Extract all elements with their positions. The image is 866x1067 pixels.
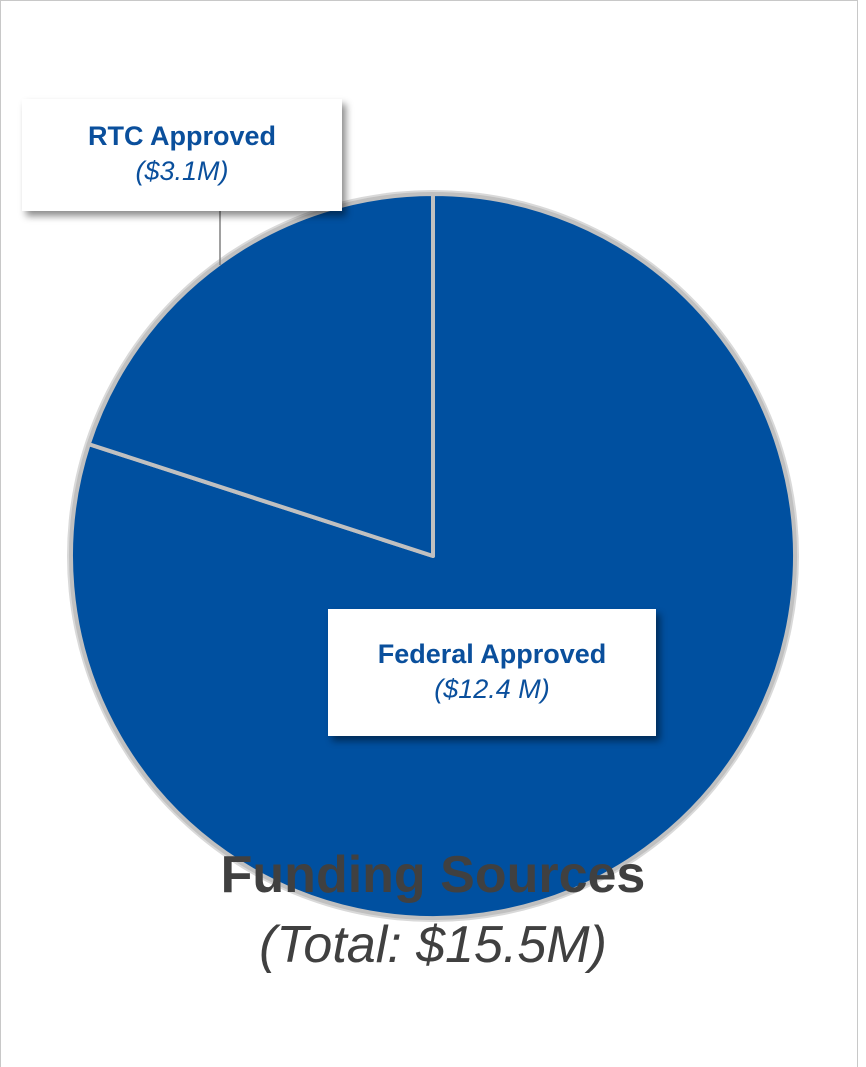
data-label-federal-value: ($12.4 M) bbox=[434, 674, 550, 704]
data-label-federal: Federal Approved ($12.4 M) bbox=[328, 609, 656, 736]
chart-subtitle: (Total: $15.5M) bbox=[259, 916, 607, 974]
data-label-federal-name: Federal Approved bbox=[377, 639, 607, 669]
data-label-rtc-name: RTC Approved bbox=[88, 121, 276, 151]
chart-title: Funding Sources bbox=[220, 846, 646, 904]
data-label-rtc: RTC Approved ($3.1M) bbox=[22, 99, 342, 211]
data-label-rtc-value: ($3.1M) bbox=[135, 156, 229, 186]
